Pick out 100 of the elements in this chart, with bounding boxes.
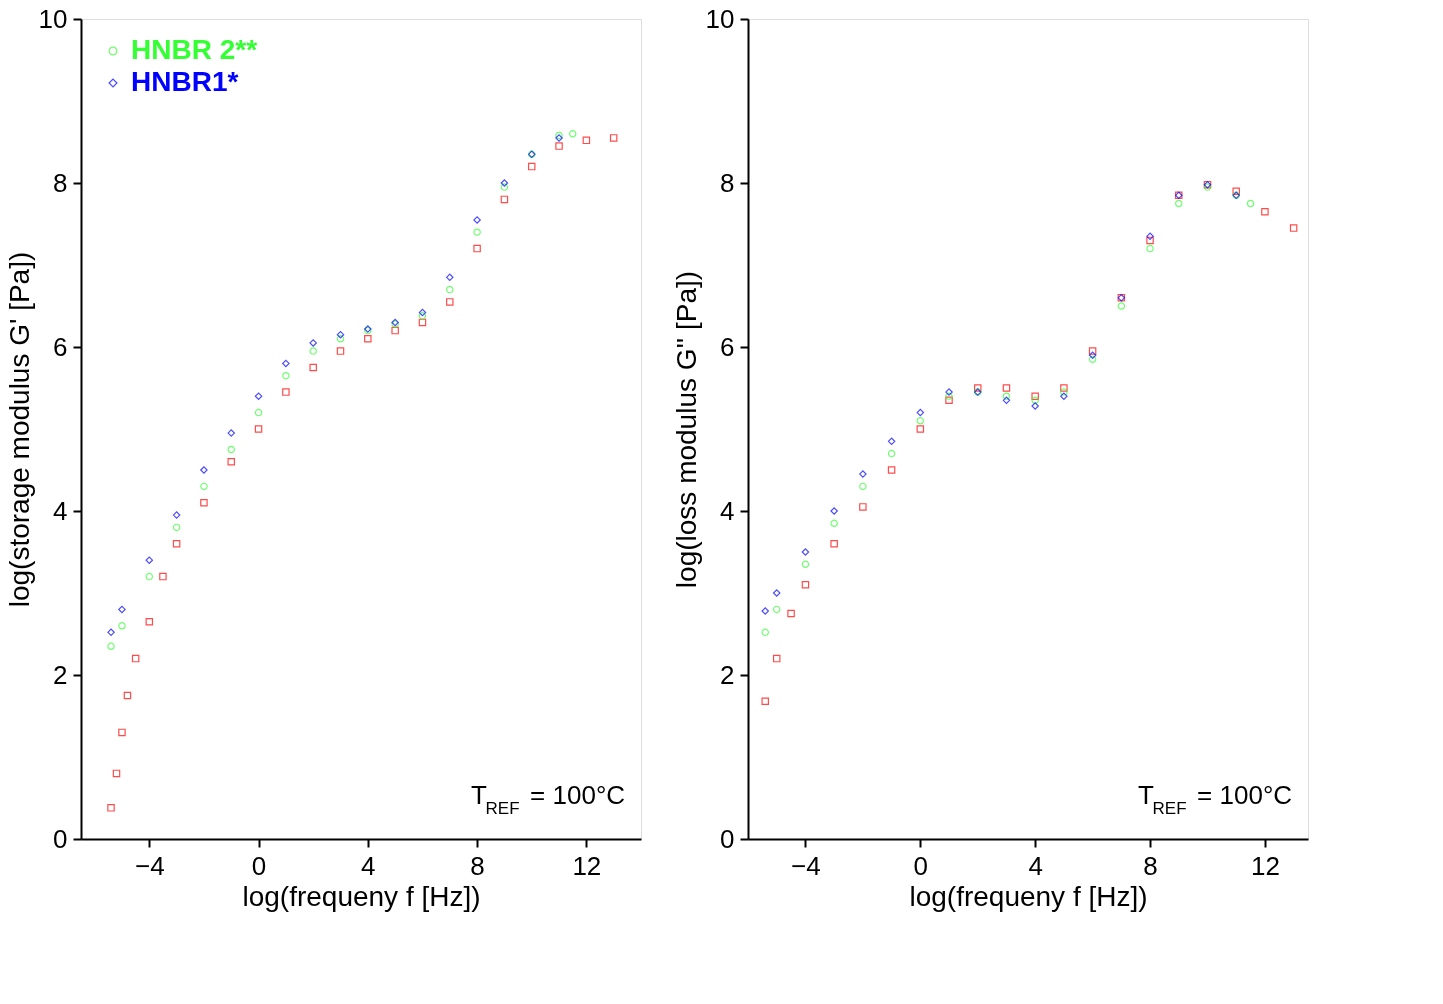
point: [859, 470, 867, 478]
point: [916, 425, 925, 433]
point: [227, 429, 236, 437]
point: [118, 605, 126, 614]
point: [418, 318, 427, 327]
point: [145, 617, 154, 626]
y-tick-label: 0: [53, 823, 68, 854]
point: [568, 130, 577, 138]
point: [1088, 347, 1097, 355]
point: [446, 298, 454, 306]
point: [500, 183, 509, 191]
point: [1146, 236, 1154, 245]
y-tick-label: 4: [53, 495, 68, 526]
point: [609, 134, 618, 142]
point: [1289, 224, 1298, 232]
point: [1060, 392, 1068, 400]
x-axis-title: log(frequeny f [Hz]): [909, 880, 1148, 912]
point: [336, 335, 345, 343]
x-tick-label: 12: [1250, 850, 1280, 881]
point: [1002, 384, 1011, 392]
point: [1060, 388, 1068, 396]
point: [131, 654, 140, 663]
point: [1175, 199, 1183, 208]
point: [418, 312, 427, 320]
point: [446, 273, 454, 282]
point: [473, 244, 481, 253]
point: [391, 326, 399, 335]
point: [282, 388, 290, 396]
point: [1232, 187, 1240, 195]
point: [200, 499, 208, 507]
point: [172, 511, 181, 519]
point: [473, 228, 481, 236]
point: [118, 728, 126, 737]
point: [1002, 392, 1011, 400]
point: [887, 466, 896, 474]
point: [364, 335, 372, 343]
point: [916, 408, 925, 417]
point: [254, 408, 263, 417]
point: [1117, 302, 1126, 310]
point: [527, 162, 536, 171]
y-tick-label: 0: [720, 823, 735, 854]
point: [145, 572, 154, 581]
point: [945, 392, 953, 400]
point: [761, 607, 769, 615]
point: [336, 330, 345, 339]
point: [1088, 351, 1097, 359]
point: [772, 654, 781, 663]
y-axis-title: log(storage modulus G' [Pa]): [3, 251, 35, 608]
y-tick-label: 10: [705, 3, 735, 34]
point: [859, 503, 867, 511]
point: [159, 572, 167, 581]
point: [1060, 384, 1068, 392]
point: [145, 556, 154, 564]
y-tick-label: 8: [720, 167, 735, 198]
point: [761, 628, 769, 637]
point: [787, 609, 795, 618]
point: [107, 804, 115, 812]
point: [916, 417, 925, 425]
point: [309, 339, 317, 347]
point: [801, 581, 810, 589]
point: [1146, 244, 1154, 253]
point: [945, 388, 953, 396]
point: [1146, 232, 1154, 241]
x-tick-label: −4: [134, 850, 165, 881]
point: [227, 458, 236, 466]
point: [887, 449, 896, 458]
point: [830, 507, 838, 515]
point: [227, 445, 236, 454]
point: [118, 622, 126, 630]
x-axis-title: log(frequeny f [Hz]): [242, 880, 481, 912]
point: [859, 482, 867, 491]
legend-label: HNBR 2**: [131, 34, 258, 65]
point: [123, 691, 132, 700]
point: [172, 540, 181, 548]
point: [973, 384, 982, 392]
point: [1088, 355, 1097, 364]
point: [945, 396, 953, 405]
y-tick-label: 6: [720, 331, 735, 362]
point: [282, 359, 290, 368]
point: [282, 371, 290, 380]
y-tick-label: 10: [38, 3, 68, 34]
point: [200, 482, 208, 491]
point: [772, 589, 781, 597]
point: [1031, 392, 1039, 400]
x-tick-label: 0: [251, 850, 267, 881]
point: [112, 769, 121, 778]
point: [582, 136, 591, 145]
point: [1031, 402, 1039, 410]
point: [418, 308, 427, 317]
point: [801, 548, 810, 556]
x-tick-label: 4: [1028, 850, 1043, 881]
legend-label: HNBR1*: [131, 66, 239, 97]
point: [761, 697, 769, 705]
point: [1031, 396, 1039, 405]
y-tick-label: 8: [53, 167, 68, 198]
y-tick-label: 6: [53, 331, 68, 362]
y-tick-label: 2: [53, 659, 68, 690]
point: [1002, 396, 1011, 405]
x-tick-label: 0: [913, 850, 929, 881]
point: [555, 142, 563, 150]
